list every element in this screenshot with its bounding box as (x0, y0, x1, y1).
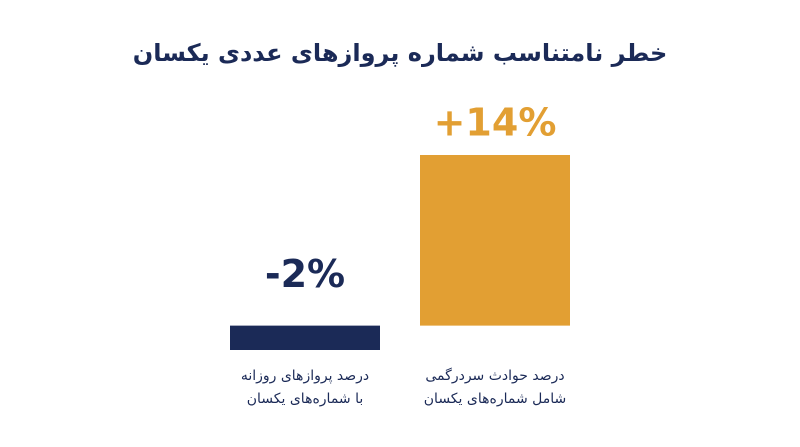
value-label: +14% (434, 101, 557, 145)
category-label: درصد حوادث سردرگمی (425, 367, 564, 384)
value-label: -2% (265, 252, 345, 296)
chart-title: خطر نامتناسب شماره پروازهای عددی یکسان (133, 39, 668, 67)
category-label: شامل شماره‌های یکسان (424, 391, 566, 407)
category-label: درصد پروازهای روزانه (241, 368, 369, 384)
bar (230, 325, 380, 350)
bar (420, 155, 570, 326)
category-label: با شماره‌های یکسان (247, 391, 364, 407)
